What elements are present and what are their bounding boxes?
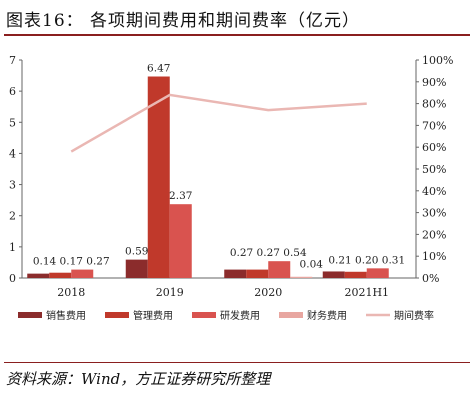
left-tick-label: 0 <box>9 272 16 285</box>
right-tick-label: 100% <box>422 54 453 67</box>
left-tick-label: 3 <box>9 179 16 192</box>
legend-label: 研发费用 <box>220 309 260 322</box>
left-tick-label: 1 <box>9 241 16 254</box>
left-tick-label: 6 <box>9 85 16 98</box>
right-tick-label: 60% <box>422 141 446 154</box>
data-label: 0.04 <box>300 259 324 271</box>
right-tick-label: 20% <box>422 228 446 241</box>
bar-2-2 <box>268 261 291 278</box>
right-tick-label: 10% <box>422 250 446 263</box>
right-tick-label: 90% <box>422 76 446 89</box>
legend-label: 管理费用 <box>133 309 173 322</box>
legend-swatch <box>105 312 129 318</box>
bar-3-2 <box>366 268 389 278</box>
bar-2-3 <box>290 276 313 278</box>
chart-title: 图表16： 各项期间费用和期间费率（亿元） <box>6 11 361 31</box>
legend-swatch <box>18 312 42 318</box>
legend-label: 期间费率 <box>394 309 434 322</box>
data-label: 0.27 0.27 0.54 <box>230 247 307 259</box>
data-label: 0.21 0.20 0.31 <box>328 254 405 266</box>
data-label: 0.59 <box>125 246 148 258</box>
right-tick-label: 30% <box>422 207 446 220</box>
right-tick-label: 50% <box>422 163 446 176</box>
title-divider <box>4 34 470 36</box>
bar-1-1 <box>147 76 170 279</box>
bar-0-0 <box>27 273 50 278</box>
right-tick-label: 0% <box>422 272 439 285</box>
right-tick-label: 40% <box>422 185 446 198</box>
bar-2-0 <box>224 269 247 278</box>
bar-3-0 <box>322 271 345 278</box>
axes: 012345670%10%20%30%40%50%60%70%80%90%100… <box>9 54 453 299</box>
bars <box>27 76 389 279</box>
rate-line <box>70 93 367 153</box>
source-note: 资料来源：Wind，方正证券研究所整理 <box>6 370 271 388</box>
right-tick-label: 70% <box>422 119 446 132</box>
source-divider <box>4 362 470 363</box>
category-label: 2020 <box>254 286 282 299</box>
bar-2-1 <box>246 269 269 278</box>
bar-1-0 <box>125 259 148 278</box>
bar-1-2 <box>169 204 192 278</box>
data-labels: 0.14 0.17 0.27 0.59 6.47 2.37 0.040.27 0.27 … <box>33 63 405 271</box>
category-label: 2021H1 <box>344 286 389 299</box>
legend: 销售费用 管理费用 研发费用 财务费用 期间费率 <box>18 309 434 322</box>
legend-swatch <box>192 312 216 318</box>
title-bar: 图表16： 各项期间费用和期间费率（亿元） <box>0 0 474 34</box>
left-tick-label: 4 <box>9 147 16 160</box>
legend-label: 销售费用 <box>46 309 86 322</box>
category-label: 2019 <box>156 286 184 299</box>
legend-label: 财务费用 <box>307 309 347 322</box>
data-label: 6.47 <box>147 63 170 75</box>
bar-3-1 <box>344 271 367 278</box>
data-label: 0.14 0.17 0.27 <box>33 256 110 268</box>
legend-swatch <box>279 312 303 318</box>
right-tick-label: 80% <box>422 98 446 111</box>
left-tick-label: 2 <box>9 210 16 223</box>
left-tick-label: 7 <box>9 54 16 67</box>
expense-chart: 012345670%10%20%30%40%50%60%70%80%90%100… <box>9 54 453 322</box>
bar-0-1 <box>49 272 72 278</box>
bar-0-2 <box>71 269 94 278</box>
category-label: 2018 <box>57 286 85 299</box>
data-label: 2.37 <box>169 190 192 202</box>
rate-polyline <box>70 93 367 153</box>
left-tick-label: 5 <box>9 116 16 129</box>
